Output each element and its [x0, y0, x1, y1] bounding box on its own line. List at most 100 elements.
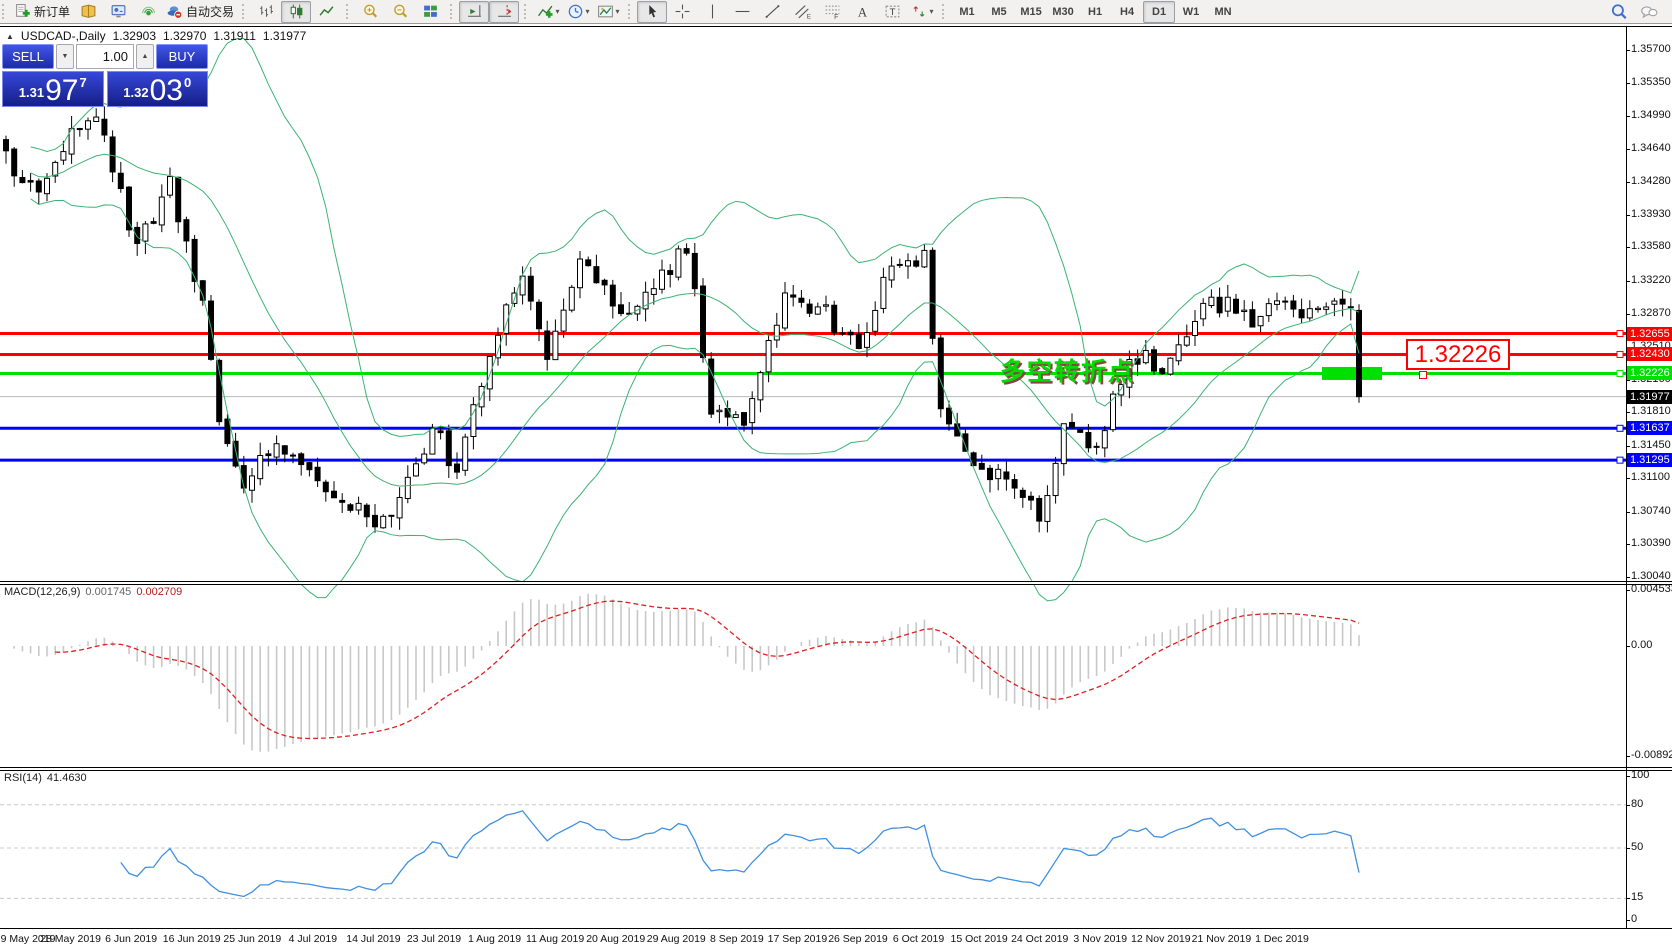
periods-button[interactable]: ▾: [563, 1, 593, 23]
timeframe-m1[interactable]: M1: [959, 5, 975, 18]
zoom-out-icon: [393, 4, 407, 18]
fibonacci-icon: F: [825, 5, 839, 20]
sell-button[interactable]: SELL: [2, 44, 54, 69]
text-label-button[interactable]: T: [877, 1, 907, 23]
crosshair-button[interactable]: [667, 1, 697, 23]
timeframe-w1[interactable]: W1: [1182, 5, 1200, 18]
zoom-out-button[interactable]: [385, 1, 415, 23]
text-button[interactable]: A: [847, 1, 877, 23]
new-order-button[interactable]: 新订单: [11, 1, 73, 23]
trendline-button[interactable]: [757, 1, 787, 23]
rsi-label: RSI(14) 41.4630: [4, 772, 87, 784]
timeframe-h1[interactable]: H1: [1088, 5, 1103, 18]
toolbar-group-0: 新订单 自动交易: [0, 0, 240, 23]
volume-decrease-button[interactable]: ▼: [56, 44, 74, 69]
arrows-button[interactable]: ▾: [907, 1, 937, 23]
rsi-value: 41.4630: [46, 772, 87, 784]
window-marker-icon[interactable]: ▲: [6, 31, 14, 41]
sell-price-big: 97: [45, 74, 79, 107]
pivot-annotation-text[interactable]: 多空转折点: [1000, 358, 1136, 386]
buy-price-sup: 0: [183, 75, 192, 90]
svg-text:A: A: [857, 5, 867, 19]
auto-scroll-icon: [467, 5, 481, 17]
templates-icon: [597, 5, 613, 18]
tile-windows-button[interactable]: [415, 1, 445, 23]
price-callout[interactable]: 1.32226: [1406, 339, 1510, 370]
pivot-line-handle[interactable]: [1616, 369, 1624, 377]
cursor-button[interactable]: [637, 0, 668, 23]
templates-button[interactable]: ▾: [593, 1, 623, 23]
vertical-line-button[interactable]: [697, 1, 727, 23]
macd-panel-separator[interactable]: [0, 581, 1672, 585]
timeframe-h4[interactable]: H4: [1120, 5, 1135, 18]
indicators-button-dropdown[interactable]: ▾: [555, 7, 560, 16]
rsi-line: [120, 810, 1360, 898]
bollinger-upper-band: [30, 37, 1360, 437]
bar-chart-button[interactable]: [251, 1, 281, 23]
horizontal-line-icon: [735, 10, 749, 13]
macd-label: MACD(12,26,9) 0.001745 0.002709: [4, 586, 182, 598]
buy-price-display[interactable]: 1.32 03 0: [106, 71, 208, 107]
bollinger-lower-band: [30, 198, 1360, 602]
resistance-line-2-handle[interactable]: [1616, 350, 1624, 358]
chart-shift-button[interactable]: [489, 0, 520, 23]
signals-button[interactable]: [133, 1, 163, 23]
chat-button[interactable]: [1634, 1, 1664, 23]
indicators-button[interactable]: ▾: [533, 1, 563, 23]
search-icon: [1611, 3, 1627, 19]
svg-text:F: F: [834, 14, 838, 20]
toolbar-right: [1604, 0, 1664, 23]
zoom-in-button[interactable]: [355, 1, 385, 23]
support-line-2-handle[interactable]: [1616, 456, 1624, 464]
timeframe-mn[interactable]: MN: [1214, 5, 1232, 18]
market-watch-button[interactable]: [103, 1, 133, 23]
tile-windows-icon: [423, 5, 437, 17]
text-label-icon: T: [885, 5, 899, 18]
volume-input[interactable]: 1.00: [76, 44, 134, 69]
new-order-button-label: 新订单: [34, 5, 71, 19]
autotrading-button[interactable]: 自动交易: [163, 1, 237, 23]
sell-price-display[interactable]: 1.31 97 7: [2, 71, 104, 107]
templates-button-dropdown[interactable]: ▾: [615, 7, 620, 16]
candlestick-chart-button[interactable]: [281, 0, 312, 23]
pivot-highlight-box[interactable]: [1322, 366, 1382, 380]
timeframe-m15[interactable]: M15: [1020, 5, 1042, 18]
chart-top-border: [0, 26, 1672, 27]
auto-scroll-button[interactable]: [459, 0, 490, 23]
search-button[interactable]: [1604, 1, 1634, 23]
volume-increase-button[interactable]: ▲: [136, 44, 154, 69]
periods-button-dropdown[interactable]: ▾: [585, 7, 590, 16]
horizontal-line-button[interactable]: [727, 1, 757, 23]
resistance-line-1-handle[interactable]: [1616, 330, 1624, 338]
svg-text:E: E: [806, 13, 810, 20]
callout-anchor-handle[interactable]: [1419, 371, 1427, 379]
macd-value-main: 0.001745: [85, 586, 132, 598]
crosshair-icon: [675, 4, 689, 19]
equidistant-channel-icon: E: [794, 5, 811, 20]
caret-up-icon: ▲: [141, 53, 149, 60]
ohlc-low: 1.31911: [213, 29, 256, 43]
timeframe-m5[interactable]: M5: [991, 5, 1007, 18]
journal-button[interactable]: [73, 1, 103, 23]
macd-signal-line: [55, 600, 1360, 740]
line-chart-button[interactable]: [311, 1, 341, 23]
arrows-button-dropdown[interactable]: ▾: [929, 7, 934, 16]
buy-price-big: 03: [149, 74, 183, 107]
arrows-icon: [913, 6, 924, 17]
rsi-panel-separator[interactable]: [0, 767, 1672, 771]
candlestick-chart-icon: [290, 4, 302, 19]
timeframe-m30[interactable]: M30: [1052, 5, 1074, 18]
periods-icon: [568, 4, 582, 19]
buy-button[interactable]: BUY: [156, 44, 208, 69]
toolbar-group-3: [448, 0, 522, 23]
toolbar-group-1: [240, 0, 344, 23]
chart-header: ▲ USDCAD-,Daily 1.32903 1.32970 1.31911 …: [6, 29, 306, 43]
bar-chart-icon: [259, 5, 273, 17]
support-line-1-handle[interactable]: [1616, 424, 1624, 432]
equidistant-channel-button[interactable]: E: [787, 1, 817, 23]
new-order-icon: [16, 4, 30, 17]
price-axis-line[interactable]: [1626, 26, 1627, 928]
fibonacci-button[interactable]: F: [817, 1, 847, 23]
timeframe-d1[interactable]: D1: [1143, 0, 1176, 23]
